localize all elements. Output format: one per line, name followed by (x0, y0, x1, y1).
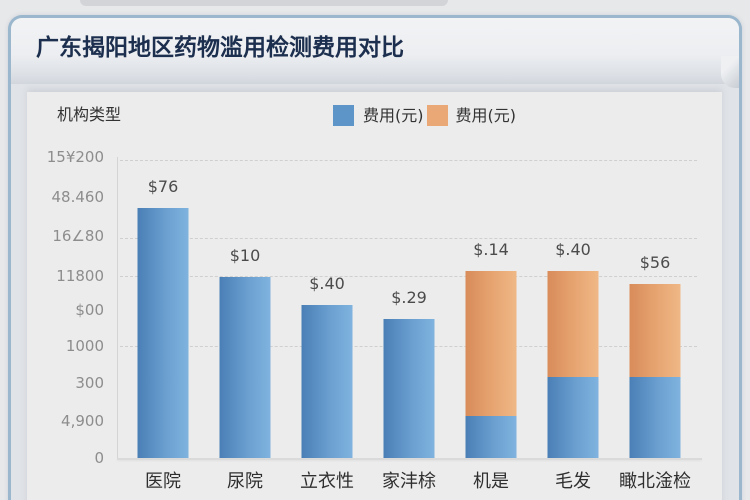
bar (547, 271, 599, 458)
category-axis-title: 机构类型 (57, 105, 122, 124)
legend-swatch-orange-icon (426, 105, 448, 126)
bar-column: $.40 (286, 157, 368, 458)
data-label: $.40 (309, 273, 345, 293)
gridline (120, 159, 697, 161)
title-banner: 广东揭阳地区药物滥用检测费用对比 (11, 18, 739, 88)
gridline (120, 276, 697, 278)
category-label: 医院 (145, 471, 181, 492)
bar-segment-blue (137, 207, 189, 458)
data-label: $.29 (391, 287, 427, 307)
bar-column: $10 (204, 157, 286, 458)
y-tick-label: 16∠80 (52, 226, 104, 245)
bar (629, 284, 681, 458)
data-label: $.14 (473, 240, 509, 260)
y-tick-label: 48.460 (51, 188, 105, 207)
y-tick-label: 4,900 (61, 411, 104, 430)
page-title: 广东揭阳地区药物滥用检测费用对比 (36, 35, 404, 61)
y-axis-ticks: 15¥200 48.460 16∠80 11800 $00 1000 300 4,900 0 (0, 149, 105, 466)
bar-segment-blue (383, 318, 435, 458)
y-tick-label: 15¥200 (46, 148, 104, 166)
data-label: $76 (147, 176, 179, 196)
legend: 费用(元) 费用(元) (333, 105, 516, 126)
y-tick-label: 1000 (65, 337, 104, 356)
bar (383, 318, 435, 458)
y-tick-label: 0 (94, 449, 104, 467)
bar (301, 304, 353, 458)
bar-segment-blue (547, 377, 599, 458)
bar-segment-orange (629, 284, 681, 378)
category-label: 瞰北淦检 (619, 471, 691, 492)
x-axis-baseline (117, 458, 702, 460)
bar-column: $56 (614, 157, 696, 458)
category-label: 家沣梌 (382, 471, 436, 492)
bar (137, 207, 189, 458)
bar (219, 276, 271, 458)
bar-segment-blue (219, 276, 271, 458)
banner-curl-decoration (721, 56, 739, 88)
plot-area: $76 $10 $.40 $.29 $.14 $.40 $56 (117, 157, 702, 458)
bar-segment-blue (301, 304, 353, 458)
category-label: 毛发 (555, 471, 591, 492)
bar (465, 271, 517, 458)
bar-segment-orange (465, 271, 517, 417)
gridline (120, 237, 697, 239)
category-label: 尿院 (227, 471, 263, 492)
bar-segment-blue (629, 377, 681, 458)
category-label: 立衣性 (300, 471, 354, 492)
data-label: $.40 (555, 240, 591, 260)
y-axis-line (117, 157, 118, 459)
y-tick-label: 11800 (56, 266, 104, 285)
y-tick-label: 300 (75, 374, 104, 393)
category-labels: 医院 尿院 立衣性 家沣梌 机是 毛发 瞰北淦检 (122, 472, 696, 492)
bar-column: $.29 (368, 157, 450, 458)
top-strip (80, 0, 448, 6)
legend-item-orange: 费用(元) (426, 105, 517, 126)
legend-item-blue: 费用(元) (333, 105, 427, 126)
legend-label: 费用(元) (363, 105, 424, 125)
bar-group: $76 $10 $.40 $.29 $.14 $.40 $56 (122, 157, 696, 458)
category-label: 机是 (473, 471, 509, 492)
bar-column: $.14 (450, 157, 532, 458)
y-tick-label: $00 (75, 300, 104, 319)
bar-column: $76 (122, 157, 204, 458)
legend-swatch-blue-icon (333, 105, 354, 126)
data-label: $56 (639, 253, 671, 273)
legend-label: 费用(元) (455, 105, 517, 125)
bar-segment-orange (547, 271, 599, 378)
data-label: $10 (229, 245, 261, 265)
bar-segment-blue (465, 416, 517, 458)
bar-column: $.40 (532, 157, 614, 458)
